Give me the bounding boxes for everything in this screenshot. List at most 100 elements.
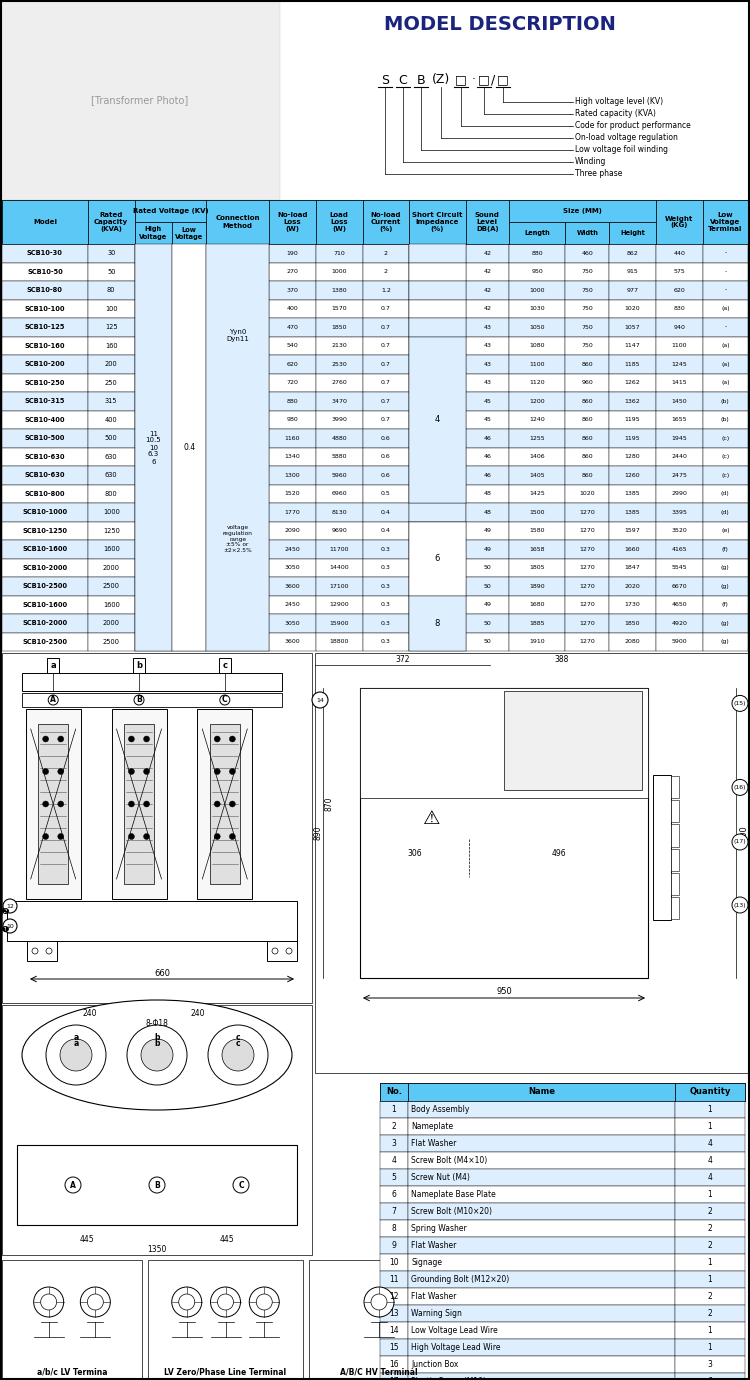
- Bar: [410, 282, 466, 299]
- Text: 1730: 1730: [625, 602, 640, 607]
- Bar: [2, 466, 88, 484]
- Text: 860: 860: [581, 362, 593, 367]
- Bar: [206, 244, 268, 651]
- Bar: [703, 282, 748, 299]
- Bar: [609, 466, 656, 484]
- Text: 160: 160: [105, 342, 118, 349]
- Bar: [408, 1288, 675, 1305]
- Bar: [88, 282, 135, 299]
- Bar: [466, 299, 509, 317]
- Bar: [410, 596, 466, 651]
- Text: 2080: 2080: [625, 639, 640, 644]
- Bar: [466, 392, 509, 410]
- Bar: [380, 1236, 408, 1254]
- Text: 1: 1: [392, 1105, 396, 1114]
- Bar: [316, 337, 362, 355]
- Bar: [703, 317, 748, 337]
- Bar: [362, 355, 410, 374]
- Text: 50: 50: [107, 269, 116, 275]
- Text: ➋: ➋: [2, 907, 8, 915]
- Bar: [47, 658, 59, 673]
- Bar: [316, 484, 362, 502]
- Circle shape: [48, 696, 58, 705]
- Text: 1: 1: [708, 1343, 712, 1352]
- Bar: [509, 614, 566, 632]
- Text: SCB10-2000: SCB10-2000: [22, 564, 68, 571]
- Bar: [656, 502, 703, 522]
- Circle shape: [230, 769, 236, 774]
- Bar: [172, 447, 206, 466]
- Text: No-load
Loss
(W): No-load Loss (W): [277, 213, 308, 232]
- Text: On-load voltage regulation: On-load voltage regulation: [575, 134, 678, 142]
- Bar: [316, 374, 362, 392]
- Text: 1580: 1580: [530, 529, 545, 533]
- Text: 4: 4: [707, 1156, 712, 1165]
- Text: (16): (16): [734, 785, 746, 789]
- Bar: [656, 392, 703, 410]
- Bar: [88, 299, 135, 317]
- Text: c: c: [236, 1032, 240, 1042]
- Text: 6960: 6960: [332, 491, 347, 497]
- Circle shape: [128, 834, 134, 839]
- Text: (15): (15): [734, 701, 746, 707]
- Bar: [316, 522, 362, 540]
- Circle shape: [60, 1039, 92, 1071]
- Text: 8130: 8130: [332, 509, 347, 515]
- Bar: [703, 614, 748, 632]
- Bar: [408, 1305, 675, 1322]
- Bar: [206, 410, 268, 429]
- Text: B: B: [136, 696, 142, 705]
- Bar: [135, 540, 172, 559]
- Bar: [172, 596, 206, 614]
- Ellipse shape: [22, 1000, 292, 1110]
- Bar: [316, 632, 362, 651]
- Text: 0.7: 0.7: [381, 417, 391, 422]
- Text: Three phase: Three phase: [575, 170, 622, 178]
- Bar: [509, 632, 566, 651]
- Text: B: B: [417, 73, 425, 87]
- Text: SCB10-1600: SCB10-1600: [22, 602, 68, 607]
- Bar: [380, 1101, 408, 1118]
- Bar: [675, 1288, 745, 1305]
- Bar: [410, 200, 466, 244]
- Text: 1655: 1655: [671, 417, 687, 422]
- Text: 4: 4: [392, 1156, 397, 1165]
- Bar: [703, 447, 748, 466]
- Bar: [675, 1271, 745, 1288]
- Bar: [362, 559, 410, 577]
- Bar: [2, 429, 88, 447]
- Bar: [38, 724, 68, 885]
- Bar: [2, 522, 88, 540]
- Bar: [172, 317, 206, 337]
- Bar: [566, 559, 609, 577]
- Bar: [27, 941, 57, 960]
- Bar: [135, 522, 172, 540]
- Text: (g): (g): [721, 639, 730, 644]
- Bar: [509, 299, 566, 317]
- Bar: [408, 1203, 675, 1220]
- Bar: [316, 262, 362, 282]
- Bar: [408, 1169, 675, 1185]
- Text: 1100: 1100: [530, 362, 545, 367]
- Bar: [410, 614, 466, 632]
- Bar: [609, 299, 656, 317]
- Circle shape: [312, 691, 328, 708]
- Text: 2130: 2130: [332, 344, 347, 348]
- Bar: [675, 1152, 745, 1169]
- Bar: [135, 374, 172, 392]
- Text: 1.2: 1.2: [381, 288, 391, 293]
- Text: SCB10-50: SCB10-50: [27, 269, 63, 275]
- Text: 50: 50: [484, 566, 491, 570]
- Bar: [408, 1373, 675, 1380]
- Circle shape: [143, 834, 149, 839]
- Text: 2000: 2000: [103, 620, 120, 627]
- Bar: [172, 244, 206, 651]
- Bar: [206, 355, 268, 374]
- Bar: [656, 429, 703, 447]
- Bar: [408, 1339, 675, 1357]
- Bar: [172, 632, 206, 651]
- Bar: [206, 200, 268, 244]
- Bar: [675, 1083, 745, 1101]
- Text: Rated Voltage (KV): Rated Voltage (KV): [133, 208, 209, 214]
- Text: 200: 200: [105, 362, 118, 367]
